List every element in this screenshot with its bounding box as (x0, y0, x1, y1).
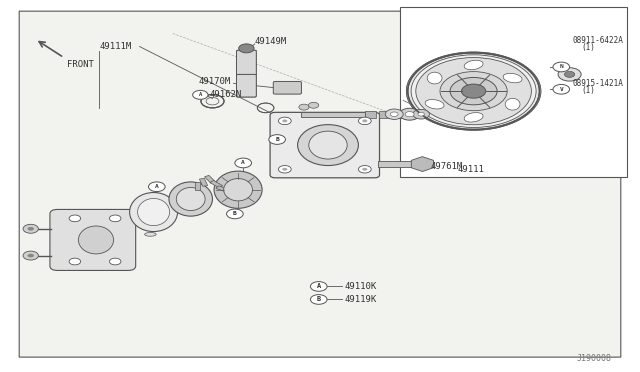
Ellipse shape (79, 226, 114, 254)
Circle shape (385, 109, 403, 119)
Circle shape (23, 224, 38, 233)
Text: 49111M: 49111M (99, 42, 131, 51)
Circle shape (28, 227, 34, 231)
Circle shape (269, 135, 285, 144)
Bar (210, 180, 223, 188)
Ellipse shape (129, 193, 178, 231)
Circle shape (411, 55, 536, 128)
Ellipse shape (169, 182, 212, 216)
Bar (205, 175, 215, 183)
Circle shape (299, 104, 309, 110)
Circle shape (23, 251, 38, 260)
Circle shape (69, 258, 81, 265)
Circle shape (405, 112, 414, 117)
Circle shape (278, 117, 291, 125)
Text: 49111: 49111 (458, 165, 484, 174)
Text: 08911-6422A: 08911-6422A (573, 36, 623, 45)
Text: A: A (198, 92, 202, 97)
Text: 49149M: 49149M (255, 37, 287, 46)
Ellipse shape (138, 199, 170, 225)
Circle shape (399, 108, 420, 120)
Bar (200, 178, 207, 186)
Text: B: B (317, 296, 321, 302)
FancyBboxPatch shape (50, 209, 136, 270)
Bar (378, 161, 413, 167)
Ellipse shape (503, 73, 522, 83)
Ellipse shape (464, 60, 483, 70)
Circle shape (193, 90, 208, 99)
Circle shape (406, 52, 541, 130)
Text: 49162N: 49162N (210, 90, 242, 99)
Text: 49110K: 49110K (344, 282, 376, 291)
Text: V: V (559, 87, 563, 92)
FancyBboxPatch shape (237, 50, 256, 76)
Circle shape (461, 84, 486, 98)
Circle shape (362, 119, 367, 122)
Text: B: B (233, 211, 237, 217)
Text: 08915-1421A: 08915-1421A (573, 79, 623, 88)
Polygon shape (19, 11, 621, 357)
Circle shape (558, 68, 581, 81)
Circle shape (109, 258, 121, 265)
Circle shape (282, 119, 287, 122)
Ellipse shape (428, 72, 442, 84)
Ellipse shape (309, 131, 348, 159)
Ellipse shape (145, 232, 156, 236)
FancyBboxPatch shape (273, 81, 301, 94)
Circle shape (282, 168, 287, 171)
FancyBboxPatch shape (270, 112, 380, 178)
Circle shape (362, 168, 367, 171)
Ellipse shape (425, 99, 444, 109)
Circle shape (553, 62, 570, 72)
Circle shape (450, 77, 497, 105)
Circle shape (440, 72, 508, 111)
Circle shape (28, 254, 34, 257)
Text: (1): (1) (581, 43, 595, 52)
Circle shape (416, 58, 531, 125)
Text: A: A (317, 283, 321, 289)
Text: J190008: J190008 (576, 354, 611, 363)
Circle shape (148, 182, 165, 192)
FancyBboxPatch shape (237, 74, 256, 97)
Circle shape (308, 102, 319, 108)
Circle shape (235, 158, 252, 168)
Text: 49761M: 49761M (430, 162, 462, 171)
Circle shape (553, 84, 570, 94)
Circle shape (310, 295, 327, 304)
Circle shape (358, 117, 371, 125)
Text: 49170M: 49170M (198, 77, 230, 86)
Ellipse shape (224, 179, 252, 201)
Bar (392, 111, 403, 118)
Bar (301, 112, 365, 117)
Circle shape (413, 109, 429, 119)
Circle shape (278, 166, 291, 173)
Circle shape (358, 166, 371, 173)
Circle shape (564, 71, 575, 77)
Circle shape (390, 112, 398, 116)
Circle shape (239, 44, 254, 53)
Bar (365, 111, 376, 118)
Circle shape (418, 112, 424, 116)
Bar (195, 182, 200, 190)
Text: A: A (241, 160, 245, 166)
Text: B: B (275, 137, 279, 142)
Circle shape (69, 215, 81, 222)
Ellipse shape (298, 125, 358, 166)
Text: FRONT: FRONT (67, 60, 94, 69)
Bar (216, 186, 230, 192)
Bar (400, 7, 627, 177)
Text: A: A (155, 184, 159, 189)
Bar (379, 111, 389, 118)
Circle shape (310, 282, 327, 291)
Ellipse shape (464, 113, 483, 122)
Text: 49119K: 49119K (344, 295, 376, 304)
Text: N: N (559, 64, 563, 70)
Ellipse shape (214, 171, 262, 208)
Text: (1): (1) (581, 86, 595, 95)
Ellipse shape (505, 98, 520, 110)
Polygon shape (412, 157, 433, 171)
Circle shape (227, 209, 243, 219)
Ellipse shape (177, 187, 205, 211)
Circle shape (109, 215, 121, 222)
